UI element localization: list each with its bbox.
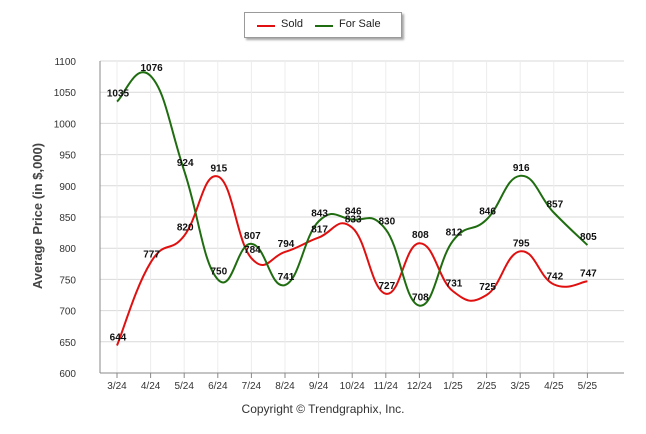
data-label-for-sale: 1076 <box>140 63 163 74</box>
y-tick-label: 1100 <box>54 57 76 68</box>
x-tick-label: 3/25 <box>510 381 530 392</box>
y-tick-label: 650 <box>59 338 76 349</box>
gridlines <box>100 60 624 374</box>
x-tick-label: 6/24 <box>208 381 228 392</box>
y-tick-label: 750 <box>59 275 76 286</box>
data-label-sold: 833 <box>345 215 362 226</box>
data-label-sold: 817 <box>311 225 328 236</box>
x-tick-label: 2/25 <box>477 381 497 392</box>
data-label-for-sale: 916 <box>513 163 530 174</box>
data-label-sold: 644 <box>110 333 127 344</box>
data-label-for-sale: 741 <box>278 272 295 283</box>
data-label-sold: 777 <box>143 250 160 261</box>
y-tick-label: 1050 <box>54 88 77 99</box>
axes: 600 650 700 750 800 850 900 950 1000 1050 1100 3/24… <box>54 57 624 392</box>
x-tick-label: 9/24 <box>309 381 329 392</box>
x-tick-label: 5/24 <box>174 381 194 392</box>
y-tick-label: 950 <box>59 151 76 162</box>
data-label-for-sale: 805 <box>580 232 597 243</box>
series-line-sold <box>116 175 588 346</box>
data-label-sold: 784 <box>244 245 261 256</box>
legend-for-sale-swatch <box>315 25 333 27</box>
x-tick-label: 1/25 <box>443 381 463 392</box>
data-label-for-sale: 846 <box>479 206 496 217</box>
data-label-sold: 915 <box>210 163 227 174</box>
data-label-sold: 742 <box>546 271 563 282</box>
data-label-for-sale: 846 <box>345 206 362 217</box>
data-label-sold: 747 <box>580 268 597 279</box>
data-label-for-sale: 924 <box>177 158 194 169</box>
x-tick-label: 8/24 <box>275 381 295 392</box>
legend-sold-label: Sold <box>281 18 304 30</box>
copyright-text: Copyright © Trendgraphix, Inc. <box>241 402 405 416</box>
y-tick-label: 1000 <box>54 119 77 130</box>
x-tick-label: 3/24 <box>107 381 127 392</box>
y-axis-label: Average Price (in $,000) <box>30 143 45 289</box>
series-line-for-sale <box>116 71 589 307</box>
data-label-for-sale: 807 <box>244 231 261 242</box>
x-tick-label: 10/24 <box>340 381 365 392</box>
data-label-sold: 808 <box>412 230 429 241</box>
data-label-for-sale: 857 <box>546 200 563 211</box>
data-label-sold: 795 <box>513 238 530 249</box>
data-label-sold: 820 <box>177 223 194 234</box>
data-labels: 644 777 820 915 784 794 817 833 727 808 731 725 795 7… <box>107 63 597 344</box>
data-label-for-sale: 708 <box>412 293 429 304</box>
data-label-for-sale: 843 <box>311 208 328 219</box>
x-tick-label: 5/25 <box>578 381 598 392</box>
x-tick-label: 7/24 <box>242 381 262 392</box>
y-tick-label: 800 <box>59 244 76 255</box>
data-label-sold: 725 <box>479 282 496 293</box>
data-label-sold: 794 <box>278 239 295 250</box>
y-tick-label: 900 <box>59 182 76 193</box>
x-tick-label: 4/24 <box>141 381 161 392</box>
y-tick-label: 850 <box>59 213 76 224</box>
x-tick-label: 12/24 <box>407 381 432 392</box>
y-tick-label: 700 <box>59 307 76 318</box>
data-label-for-sale: 1035 <box>107 89 130 100</box>
data-label-sold: 731 <box>446 278 463 289</box>
legend-sold-swatch <box>257 25 275 27</box>
legend-for-sale-label: For Sale <box>339 18 381 30</box>
x-tick-label: 11/24 <box>374 381 399 392</box>
x-tick-label: 4/25 <box>544 381 564 392</box>
data-label-sold: 727 <box>378 281 395 292</box>
data-label-for-sale: 750 <box>210 266 227 277</box>
data-label-for-sale: 812 <box>446 228 463 239</box>
legend: Sold For Sale <box>244 12 402 38</box>
y-tick-label: 600 <box>59 369 76 380</box>
data-label-for-sale: 830 <box>378 216 395 227</box>
series-lines <box>116 71 589 346</box>
